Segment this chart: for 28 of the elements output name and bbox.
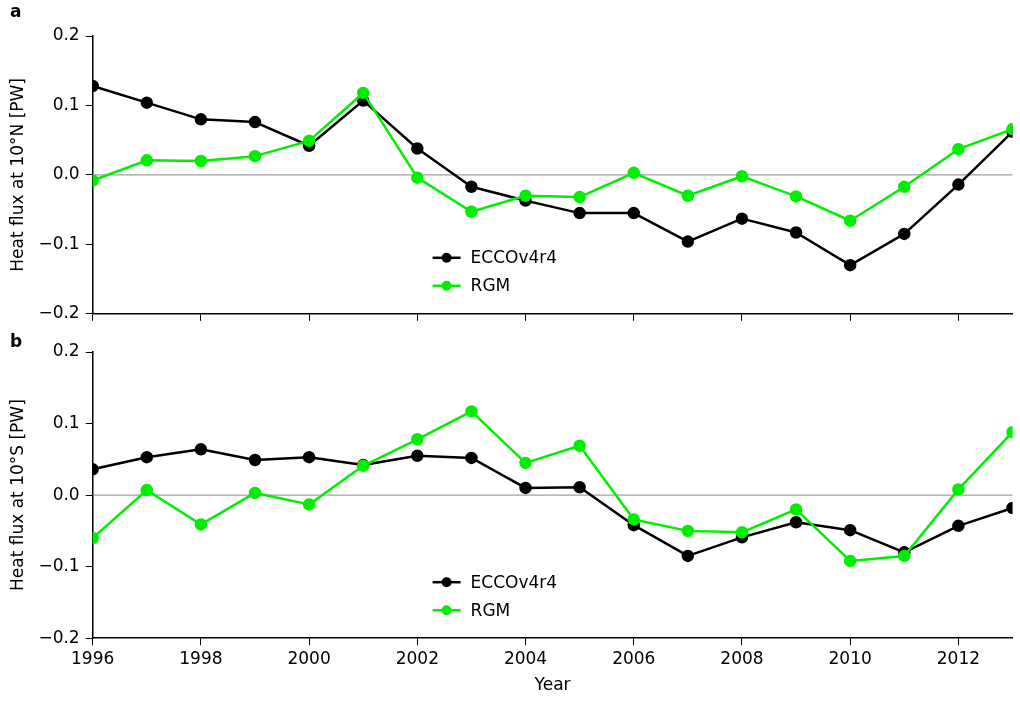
y-axis-title: Heat flux at 10°N [PW] [6, 78, 27, 272]
legend-label: RGM [470, 275, 511, 296]
y-tick-label: 0.2 [52, 24, 80, 45]
x-tick-label: 2002 [395, 647, 439, 668]
y-tick-label: −0.1 [38, 232, 80, 253]
x-tick-label: 2006 [612, 647, 656, 668]
y-tick-label: −0.1 [38, 555, 80, 576]
chart-title: b [10, 330, 23, 351]
y-tick-label: 0.0 [52, 483, 80, 504]
x-tick-label: 2004 [503, 647, 548, 668]
y-tick-label: 0.1 [52, 411, 80, 432]
y-tick-label: 0.1 [52, 93, 80, 114]
y-tick-label: −0.2 [38, 626, 80, 647]
x-tick-label: 2010 [828, 647, 872, 668]
legend-label: ECCOv4r4 [470, 571, 558, 592]
y-tick-label: 0.2 [52, 340, 80, 361]
chart-title: a [10, 0, 22, 21]
x-tick-label: 1996 [71, 647, 115, 668]
x-tick-label: 2008 [720, 647, 764, 668]
legend-label: RGM [470, 599, 511, 620]
y-axis-title: Heat flux at 10°S [PW] [6, 399, 27, 592]
legend-label: ECCOv4r4 [470, 247, 558, 268]
x-tick-label: 2012 [936, 647, 981, 668]
x-axis-title: Year [533, 674, 571, 695]
x-tick-label: 2000 [287, 647, 331, 668]
x-tick-label: 1998 [179, 647, 223, 668]
y-tick-label: 0.0 [52, 163, 80, 184]
y-tick-label: −0.2 [38, 302, 80, 323]
